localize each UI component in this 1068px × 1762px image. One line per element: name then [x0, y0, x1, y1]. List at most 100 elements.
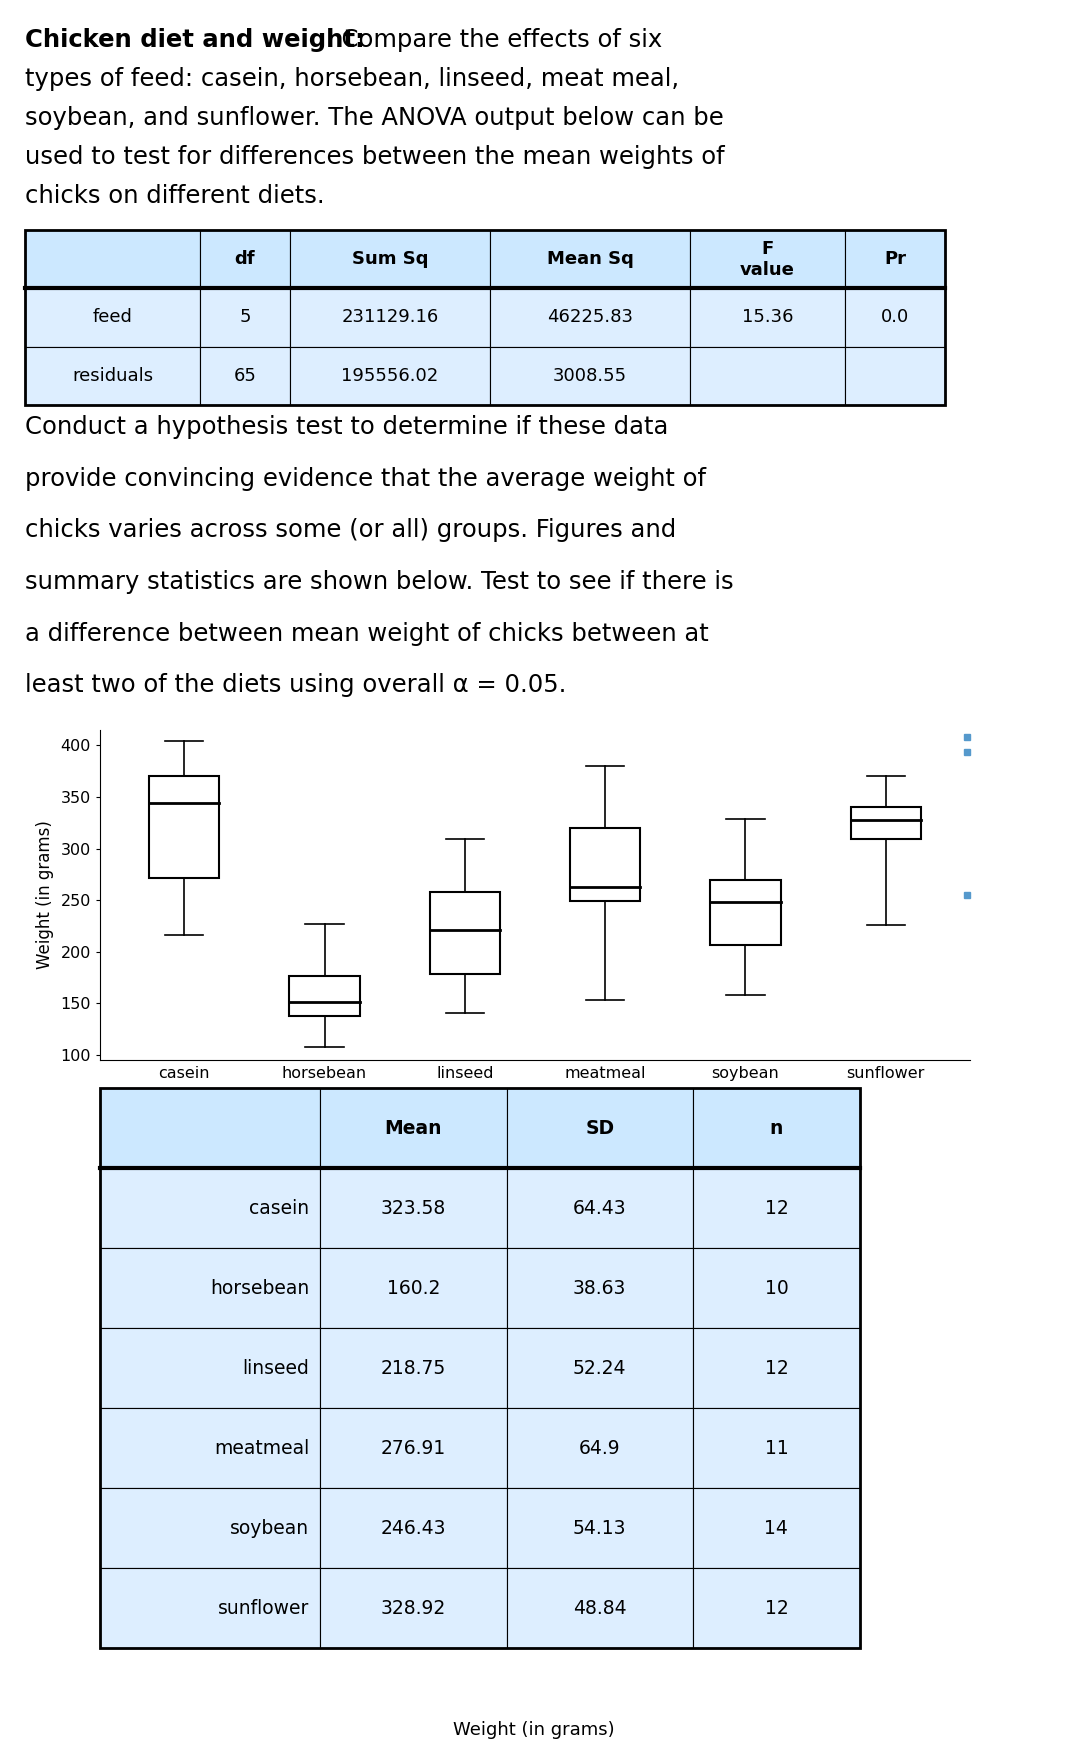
Y-axis label: Weight (in grams): Weight (in grams) — [35, 821, 53, 969]
FancyBboxPatch shape — [320, 1168, 506, 1247]
FancyBboxPatch shape — [100, 1168, 320, 1247]
Text: 160.2: 160.2 — [387, 1279, 440, 1297]
Text: 231129.16: 231129.16 — [342, 308, 439, 326]
Text: 246.43: 246.43 — [381, 1519, 446, 1538]
Text: 5: 5 — [239, 308, 251, 326]
FancyBboxPatch shape — [693, 1168, 860, 1247]
FancyBboxPatch shape — [490, 347, 690, 405]
Text: provide convincing evidence that the average weight of: provide convincing evidence that the ave… — [25, 467, 706, 490]
FancyBboxPatch shape — [200, 347, 290, 405]
Text: 328.92: 328.92 — [381, 1598, 446, 1618]
Text: casein: casein — [249, 1198, 309, 1218]
FancyBboxPatch shape — [690, 289, 845, 347]
FancyBboxPatch shape — [690, 231, 845, 289]
Text: Mean Sq: Mean Sq — [547, 250, 633, 268]
FancyBboxPatch shape — [506, 1087, 693, 1168]
Text: 54.13: 54.13 — [572, 1519, 627, 1538]
FancyBboxPatch shape — [693, 1568, 860, 1647]
Text: used to test for differences between the mean weights of: used to test for differences between the… — [25, 144, 724, 169]
FancyBboxPatch shape — [290, 289, 490, 347]
Text: feed: feed — [93, 308, 132, 326]
Text: 10: 10 — [765, 1279, 788, 1297]
Text: 46225.83: 46225.83 — [547, 308, 633, 326]
FancyBboxPatch shape — [693, 1408, 860, 1487]
Text: df: df — [235, 250, 255, 268]
FancyBboxPatch shape — [100, 1247, 320, 1329]
FancyBboxPatch shape — [506, 1408, 693, 1487]
FancyBboxPatch shape — [845, 289, 945, 347]
Text: 12: 12 — [765, 1198, 788, 1218]
FancyBboxPatch shape — [290, 347, 490, 405]
Text: sunflower: sunflower — [218, 1598, 309, 1618]
Text: 48.84: 48.84 — [572, 1598, 627, 1618]
Text: meatmeal: meatmeal — [214, 1438, 309, 1457]
Text: 64.9: 64.9 — [579, 1438, 621, 1457]
Text: a difference between mean weight of chicks between at: a difference between mean weight of chic… — [25, 622, 709, 645]
Text: least two of the diets using overall α = 0.05.: least two of the diets using overall α =… — [25, 673, 566, 698]
FancyBboxPatch shape — [320, 1247, 506, 1329]
FancyBboxPatch shape — [506, 1247, 693, 1329]
FancyBboxPatch shape — [690, 347, 845, 405]
FancyBboxPatch shape — [200, 231, 290, 289]
Text: 323.58: 323.58 — [381, 1198, 446, 1218]
Text: 52.24: 52.24 — [572, 1359, 627, 1378]
Text: 11: 11 — [765, 1438, 788, 1457]
Text: Conduct a hypothesis test to determine if these data: Conduct a hypothesis test to determine i… — [25, 416, 669, 439]
Bar — [851, 807, 921, 839]
Text: chicks on different diets.: chicks on different diets. — [25, 183, 325, 208]
Text: Chicken diet and weight:: Chicken diet and weight: — [25, 28, 365, 53]
FancyBboxPatch shape — [320, 1408, 506, 1487]
FancyBboxPatch shape — [25, 231, 200, 289]
Bar — [429, 892, 500, 974]
Text: 65: 65 — [234, 366, 256, 384]
Text: n: n — [770, 1119, 783, 1138]
Text: 218.75: 218.75 — [381, 1359, 446, 1378]
Text: soybean, and sunflower. The ANOVA output below can be: soybean, and sunflower. The ANOVA output… — [25, 106, 724, 130]
FancyBboxPatch shape — [290, 231, 490, 289]
FancyBboxPatch shape — [693, 1487, 860, 1568]
FancyBboxPatch shape — [100, 1487, 320, 1568]
FancyBboxPatch shape — [490, 289, 690, 347]
Text: residuals: residuals — [72, 366, 153, 384]
Text: 12: 12 — [765, 1598, 788, 1618]
Text: 12: 12 — [765, 1359, 788, 1378]
FancyBboxPatch shape — [320, 1487, 506, 1568]
Text: 15.36: 15.36 — [742, 308, 794, 326]
Bar — [289, 976, 360, 1017]
Text: Sum Sq: Sum Sq — [351, 250, 428, 268]
FancyBboxPatch shape — [100, 1329, 320, 1408]
Text: Weight (in grams): Weight (in grams) — [453, 1721, 615, 1739]
Text: horsebean: horsebean — [209, 1279, 309, 1297]
Text: soybean: soybean — [230, 1519, 309, 1538]
FancyBboxPatch shape — [693, 1247, 860, 1329]
Text: 14: 14 — [765, 1519, 788, 1538]
FancyBboxPatch shape — [506, 1487, 693, 1568]
FancyBboxPatch shape — [506, 1329, 693, 1408]
FancyBboxPatch shape — [693, 1329, 860, 1408]
FancyBboxPatch shape — [25, 347, 200, 405]
Text: chicks varies across some (or all) groups. Figures and: chicks varies across some (or all) group… — [25, 518, 676, 543]
Text: Pr: Pr — [884, 250, 906, 268]
Text: Compare the effects of six: Compare the effects of six — [326, 28, 662, 53]
FancyBboxPatch shape — [693, 1087, 860, 1168]
Text: summary statistics are shown below. Test to see if there is: summary statistics are shown below. Test… — [25, 569, 734, 594]
FancyBboxPatch shape — [320, 1087, 506, 1168]
FancyBboxPatch shape — [845, 231, 945, 289]
Bar — [710, 879, 781, 944]
Bar — [570, 828, 640, 900]
Text: linseed: linseed — [242, 1359, 309, 1378]
FancyBboxPatch shape — [100, 1568, 320, 1647]
Text: 64.43: 64.43 — [572, 1198, 627, 1218]
FancyBboxPatch shape — [506, 1168, 693, 1247]
Text: F
value: F value — [740, 240, 795, 278]
FancyBboxPatch shape — [200, 289, 290, 347]
FancyBboxPatch shape — [100, 1408, 320, 1487]
Text: types of feed: casein, horsebean, linseed, meat meal,: types of feed: casein, horsebean, linsee… — [25, 67, 679, 92]
FancyBboxPatch shape — [506, 1568, 693, 1647]
FancyBboxPatch shape — [320, 1329, 506, 1408]
FancyBboxPatch shape — [845, 347, 945, 405]
Text: 3008.55: 3008.55 — [553, 366, 627, 384]
Text: SD: SD — [585, 1119, 614, 1138]
Bar — [150, 775, 219, 877]
FancyBboxPatch shape — [320, 1568, 506, 1647]
